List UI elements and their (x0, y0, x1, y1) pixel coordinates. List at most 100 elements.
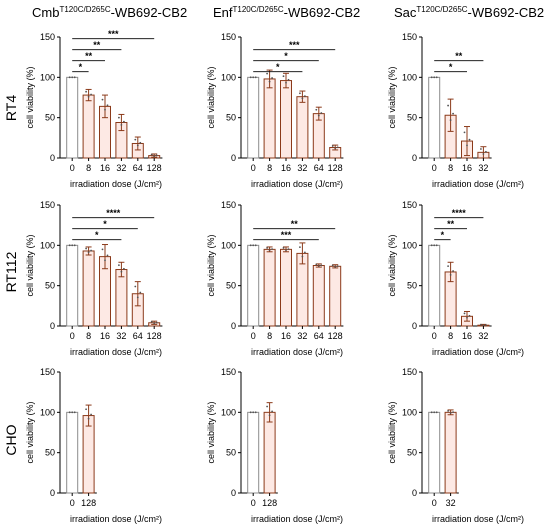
y-tick-label: 100 (40, 72, 55, 82)
x-tick-label: 8 (448, 331, 453, 341)
x-tick-label: 128 (147, 331, 162, 341)
y-axis-label: cell viability (%) (387, 401, 397, 463)
replicate-point (463, 312, 466, 315)
y-tick-label: 100 (40, 240, 55, 250)
bar-16 (280, 248, 292, 327)
replicate-point (139, 291, 142, 294)
replicate-point (447, 409, 449, 412)
replicate-point (447, 265, 449, 268)
replicate-point (315, 108, 318, 111)
y-tick-label: 100 (221, 407, 236, 417)
replicate-point (331, 145, 334, 147)
x-tick-label: 8 (86, 331, 91, 341)
panel-rt112-cmb: 0 50 100 150 cell viability (%) 0 8 16 32 64 128 ir… (25, 200, 163, 357)
replicate-point (466, 316, 468, 319)
y-axis-label: cell viability (%) (206, 234, 216, 296)
panels-group: 0 50 100 150 cell viability (%) 0 8 16 32 64 128 ir… (25, 29, 524, 524)
y-tick-label: 100 (402, 72, 417, 82)
replicate-point (87, 251, 90, 254)
replicate-point (430, 411, 433, 414)
significance-label: *** (281, 230, 292, 240)
bar-0 (66, 411, 79, 494)
x-tick-label: 16 (100, 163, 110, 173)
replicate-point (252, 411, 255, 414)
replicate-point (447, 104, 449, 107)
x-tick-label: 16 (100, 331, 110, 341)
x-tick-label: 0 (251, 331, 256, 341)
y-tick-label: 50 (45, 281, 55, 291)
replicate-point (299, 92, 301, 95)
replicate-point (150, 320, 153, 323)
replicate-point (285, 249, 287, 251)
y-tick-label: 150 (402, 32, 417, 42)
replicate-point (85, 90, 87, 93)
y-tick-label: 0 (231, 321, 236, 331)
y-tick-label: 0 (231, 488, 236, 498)
y-axis-label: cell viability (%) (206, 66, 216, 128)
replicate-point (301, 97, 304, 100)
y-axis-label: cell viability (%) (25, 234, 35, 296)
replicate-point (433, 76, 436, 79)
replicate-point (331, 264, 334, 267)
replicate-point (452, 411, 454, 413)
y-tick-label: 0 (50, 153, 55, 163)
y-tick-label: 150 (402, 200, 417, 210)
replicate-point (153, 322, 156, 325)
x-axis-label: irradiation dose (J/cm²) (432, 179, 524, 189)
replicate-point (336, 146, 339, 149)
x-tick-label: 32 (446, 498, 456, 508)
x-tick-label: 32 (478, 163, 488, 173)
y-tick-label: 0 (412, 153, 417, 163)
row-label-rt112: RT112 (3, 251, 19, 292)
significance-label: **** (106, 208, 121, 218)
replicate-point (254, 76, 257, 79)
replicate-point (282, 75, 285, 78)
x-tick-label: 128 (328, 163, 343, 173)
significance-label: * (276, 62, 280, 72)
y-tick-label: 0 (231, 153, 236, 163)
replicate-point (468, 138, 471, 141)
replicate-point (482, 324, 485, 327)
replicate-point (301, 255, 304, 258)
replicate-point (268, 80, 271, 83)
replicate-point (482, 153, 485, 155)
replicate-point (304, 95, 306, 98)
y-tick-label: 100 (402, 240, 417, 250)
y-tick-label: 50 (226, 448, 236, 458)
y-tick-label: 150 (402, 367, 417, 377)
x-tick-label: 8 (267, 331, 272, 341)
replicate-point (430, 76, 433, 79)
replicate-point (85, 408, 87, 411)
replicate-point (320, 112, 323, 114)
significance-label: ** (447, 219, 455, 229)
y-tick-label: 50 (45, 113, 55, 123)
replicate-point (449, 412, 452, 414)
replicate-point (287, 78, 290, 81)
replicate-point (87, 95, 90, 98)
replicate-point (120, 124, 123, 126)
significance-label: * (79, 62, 83, 72)
bar-32 (115, 269, 128, 327)
panel-rt112-enf: 0 50 100 150 cell viability (%) 0 8 16 32 64 128 ir… (206, 200, 344, 357)
x-tick-label: 32 (116, 331, 126, 341)
x-tick-label: 0 (251, 163, 256, 173)
y-tick-label: 150 (40, 32, 55, 42)
x-tick-label: 8 (448, 163, 453, 173)
replicate-point (433, 244, 436, 247)
y-tick-label: 0 (50, 488, 55, 498)
bar-8 (82, 94, 95, 159)
y-tick-label: 150 (40, 367, 55, 377)
replicate-point (136, 144, 139, 147)
bar-0 (428, 76, 441, 159)
replicate-point (449, 273, 452, 276)
replicate-point (106, 104, 109, 107)
bar-128 (263, 411, 276, 494)
panel-rt112-sac: 0 50 100 150 cell viability (%) 0 8 16 32 irradia… (387, 200, 524, 357)
replicate-point (71, 244, 74, 247)
significance-label: * (103, 219, 107, 229)
y-tick-label: 100 (221, 72, 236, 82)
replicate-point (254, 244, 257, 247)
significance-label: ** (455, 51, 463, 61)
replicate-point (480, 323, 482, 326)
